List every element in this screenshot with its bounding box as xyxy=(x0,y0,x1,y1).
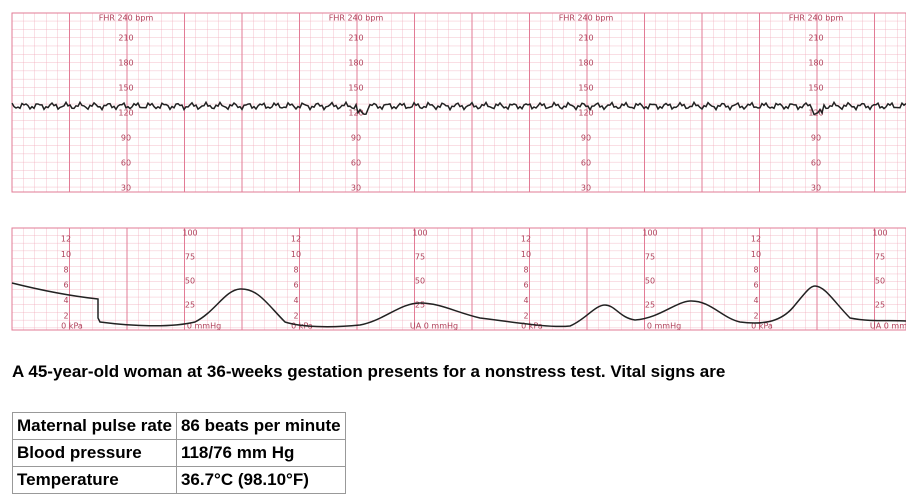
fhr-header: FHR 240 bpm xyxy=(99,14,154,23)
fhr-label: 120 xyxy=(118,109,133,118)
major-grid xyxy=(11,13,875,330)
vital-name: Blood pressure xyxy=(12,439,177,467)
mmhg-label: 100 xyxy=(182,229,197,238)
fhr-label: 210 xyxy=(348,34,363,43)
fhr-label: 30 xyxy=(351,184,361,193)
vital-value: 118/76 mm Hg xyxy=(175,439,346,467)
table-row: Temperature 36.7°C (98.10°F) xyxy=(12,466,346,494)
kpa-label: 12 xyxy=(521,235,531,244)
table-row: Blood pressure 118/76 mm Hg xyxy=(12,439,346,467)
fhr-label: 150 xyxy=(578,84,593,93)
kpa-label: 4 xyxy=(63,296,68,305)
question-text: A 45-year-old woman at 36-weeks gestatio… xyxy=(12,362,726,381)
fhr-label: 90 xyxy=(351,134,361,143)
mmhg-label: 25 xyxy=(415,301,425,310)
kpa-label: 10 xyxy=(61,250,71,259)
fhr-label: 120 xyxy=(578,109,593,118)
mmhg-label: 75 xyxy=(875,253,885,262)
mmhg-zero: UA 0 mmHg xyxy=(870,322,906,331)
fhr-label: 150 xyxy=(118,84,133,93)
fhr-label: 90 xyxy=(811,134,821,143)
kpa-label: 8 xyxy=(293,265,298,274)
fhr-header: FHR 240 bpm xyxy=(559,14,614,23)
mmhg-label: 100 xyxy=(412,229,427,238)
fhr-label: 150 xyxy=(348,84,363,93)
kpa-zero: 0 kPa xyxy=(751,322,773,331)
kpa-zero: 0 kPa xyxy=(521,322,543,331)
mmhg-label: 25 xyxy=(645,301,655,310)
fhr-label: 60 xyxy=(581,159,591,168)
kpa-label: 10 xyxy=(291,250,301,259)
mmhg-label: 100 xyxy=(642,229,657,238)
fhr-label: 180 xyxy=(808,59,823,68)
mmhg-label: 50 xyxy=(185,277,195,286)
kpa-label: 6 xyxy=(523,281,528,290)
fhr-label: 210 xyxy=(808,34,823,43)
table-row: Maternal pulse rate 86 beats per minute xyxy=(12,412,346,440)
mmhg-zero: 0 mmHg xyxy=(647,322,681,331)
vital-value: 86 beats per minute xyxy=(175,412,346,440)
mmhg-label: 25 xyxy=(185,301,195,310)
fhr-label: 30 xyxy=(121,184,131,193)
mmhg-label: 75 xyxy=(415,253,425,262)
mmhg-zero: 0 mmHg xyxy=(187,322,221,331)
kpa-label: 2 xyxy=(523,312,528,321)
mmhg-label: 50 xyxy=(415,277,425,286)
fhr-label: 60 xyxy=(351,159,361,168)
mmhg-label: 75 xyxy=(185,253,195,262)
vital-name: Temperature xyxy=(12,466,177,494)
kpa-label: 12 xyxy=(61,235,71,244)
fhr-header: FHR 240 bpm xyxy=(789,14,844,23)
mmhg-label: 50 xyxy=(875,277,885,286)
kpa-zero: 0 kPa xyxy=(61,322,83,331)
kpa-label: 2 xyxy=(293,312,298,321)
fhr-label: 210 xyxy=(578,34,593,43)
fhr-header: FHR 240 bpm xyxy=(329,14,384,23)
ua-trace xyxy=(11,282,906,328)
fhr-label: 150 xyxy=(808,84,823,93)
kpa-label: 6 xyxy=(293,281,298,290)
fhr-label: 60 xyxy=(121,159,131,168)
fhr-label: 30 xyxy=(581,184,591,193)
ua-grid xyxy=(11,227,906,331)
fhr-label: 180 xyxy=(578,59,593,68)
mmhg-label: 100 xyxy=(872,229,887,238)
mmhg-zero: UA 0 mmHg xyxy=(410,322,458,331)
kpa-label: 6 xyxy=(63,281,68,290)
kpa-label: 12 xyxy=(291,235,301,244)
fhr-label: 180 xyxy=(348,59,363,68)
kpa-label: 2 xyxy=(753,312,758,321)
fhr-grid xyxy=(11,12,906,193)
fhr-label: 180 xyxy=(118,59,133,68)
fhr-label: 90 xyxy=(121,134,131,143)
mmhg-label: 25 xyxy=(875,301,885,310)
kpa-label: 12 xyxy=(751,235,761,244)
kpa-label: 4 xyxy=(753,296,758,305)
fhr-label: 210 xyxy=(118,34,133,43)
kpa-label: 2 xyxy=(63,312,68,321)
kpa-label: 8 xyxy=(523,265,528,274)
kpa-label: 4 xyxy=(523,296,528,305)
kpa-label: 4 xyxy=(293,296,298,305)
fhr-trace xyxy=(11,100,906,116)
kpa-label: 6 xyxy=(753,281,758,290)
fhr-label: 60 xyxy=(811,159,821,168)
vital-value: 36.7°C (98.10°F) xyxy=(175,466,346,494)
vital-name: Maternal pulse rate xyxy=(12,412,177,440)
kpa-label: 10 xyxy=(521,250,531,259)
kpa-label: 8 xyxy=(753,265,758,274)
vital-signs-table: Maternal pulse rate 86 beats per minute Bl… xyxy=(12,412,346,494)
mmhg-label: 50 xyxy=(645,277,655,286)
kpa-label: 10 xyxy=(751,250,761,259)
fhr-label: 90 xyxy=(581,134,591,143)
mmhg-label: 75 xyxy=(645,253,655,262)
kpa-label: 8 xyxy=(63,265,68,274)
fhr-label: 30 xyxy=(811,184,821,193)
fhr-label: 120 xyxy=(348,109,363,118)
